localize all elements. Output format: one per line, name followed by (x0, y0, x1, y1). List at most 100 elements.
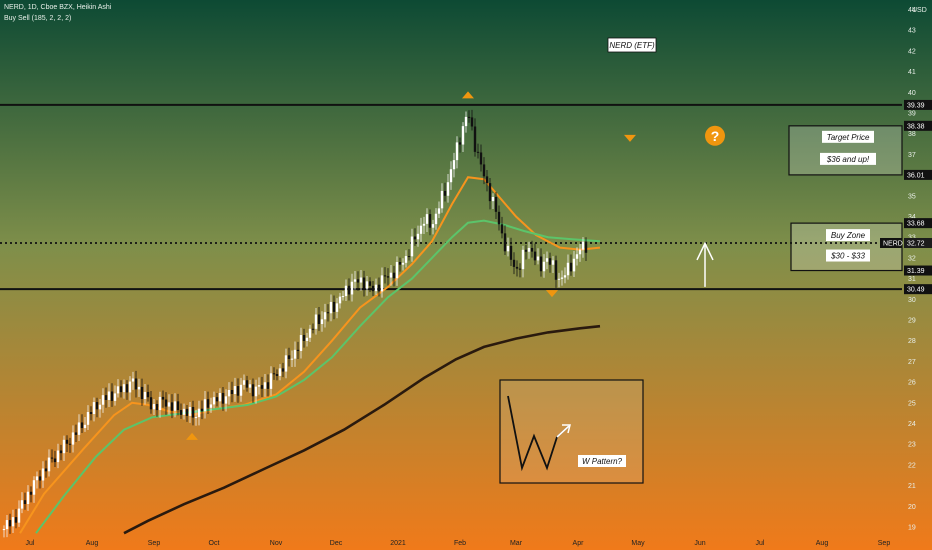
candle-body (500, 224, 504, 234)
candle-body (50, 457, 54, 459)
candle (68, 437, 72, 453)
candle-body (65, 439, 69, 444)
candle (188, 402, 192, 423)
x-tick-label: Oct (209, 540, 220, 547)
candle (23, 492, 27, 510)
candle (281, 362, 285, 378)
candle (452, 152, 456, 178)
candle-body (467, 116, 471, 118)
candle-body (308, 328, 312, 338)
candle-body (68, 443, 72, 445)
candle (173, 393, 177, 418)
candle (158, 391, 162, 418)
candle-body (578, 249, 582, 255)
candle-body (164, 399, 168, 407)
candle-body (452, 160, 456, 170)
x-tick-label: Apr (573, 540, 585, 547)
candle (416, 225, 420, 247)
candle-body (5, 520, 9, 530)
candle (347, 278, 351, 301)
candle-body (95, 402, 99, 410)
candle-body (494, 196, 498, 212)
candle-body (464, 116, 468, 127)
y-tick-label: 19 (908, 525, 916, 532)
candle (425, 208, 429, 232)
candle-body (41, 468, 45, 481)
candle-body (104, 395, 108, 400)
candle-body (251, 384, 255, 397)
y-tick-label: 39 (908, 111, 916, 118)
candle (161, 390, 165, 408)
candle-body (140, 386, 144, 400)
candle-body (173, 401, 177, 411)
candle-body (302, 335, 306, 341)
candle-body (23, 500, 27, 505)
candle-body (134, 378, 138, 390)
candle (104, 387, 108, 408)
candle-body (539, 256, 543, 272)
w-pattern-label: W Pattern? (582, 457, 623, 466)
level-price-tag (904, 237, 932, 248)
level-price-tag (904, 169, 932, 180)
y-tick-label: 21 (908, 483, 916, 490)
candle-body (581, 241, 585, 250)
x-tick-label: Aug (86, 540, 99, 547)
candle (50, 449, 54, 463)
candle (371, 281, 375, 297)
candle (419, 217, 423, 242)
candle-body (359, 277, 363, 283)
candle-body (536, 256, 540, 261)
candle-body (161, 396, 165, 400)
candle (182, 403, 186, 420)
title-box (607, 37, 657, 53)
candle (134, 370, 138, 398)
candle (176, 393, 180, 416)
candle (461, 122, 465, 152)
candle-body (179, 410, 183, 415)
candle-body (350, 281, 354, 295)
candle-body (236, 386, 240, 396)
candle-body (566, 262, 570, 276)
candle (305, 332, 309, 347)
candle-body (32, 480, 36, 495)
y-tick-label: 38 (908, 131, 916, 138)
candle (47, 449, 51, 477)
candle (377, 277, 381, 297)
candle-body (527, 247, 531, 252)
target-title: Target Price (827, 133, 870, 142)
candle (224, 389, 228, 412)
candle-body (473, 126, 477, 152)
candle-body (485, 176, 489, 184)
candle-body (470, 117, 474, 127)
candle (344, 279, 348, 301)
candle (200, 400, 204, 420)
candle (545, 251, 549, 270)
w-pattern-arrow (556, 425, 570, 438)
candle (239, 377, 243, 402)
candle (260, 376, 264, 398)
candle (143, 383, 147, 405)
candle-body (446, 182, 450, 196)
candle-body (20, 500, 24, 509)
candle (542, 254, 546, 278)
candle (92, 397, 96, 422)
candle (491, 193, 495, 210)
candle-body (344, 285, 348, 297)
y-tick-label: 31 (908, 276, 916, 283)
title-box-text: NERD (ETF) (609, 41, 655, 50)
candle-body (335, 303, 339, 312)
candle-body (272, 373, 276, 375)
candle-body (74, 432, 78, 435)
candle-body (434, 213, 438, 225)
candle (395, 256, 399, 286)
level-price-tag (904, 120, 932, 131)
candle (32, 476, 36, 503)
candle (533, 243, 537, 266)
candle-body (176, 401, 180, 411)
candle (365, 275, 369, 296)
candle (191, 400, 195, 426)
candle (41, 461, 45, 488)
candle-body (212, 397, 216, 405)
candle-body (515, 266, 519, 269)
